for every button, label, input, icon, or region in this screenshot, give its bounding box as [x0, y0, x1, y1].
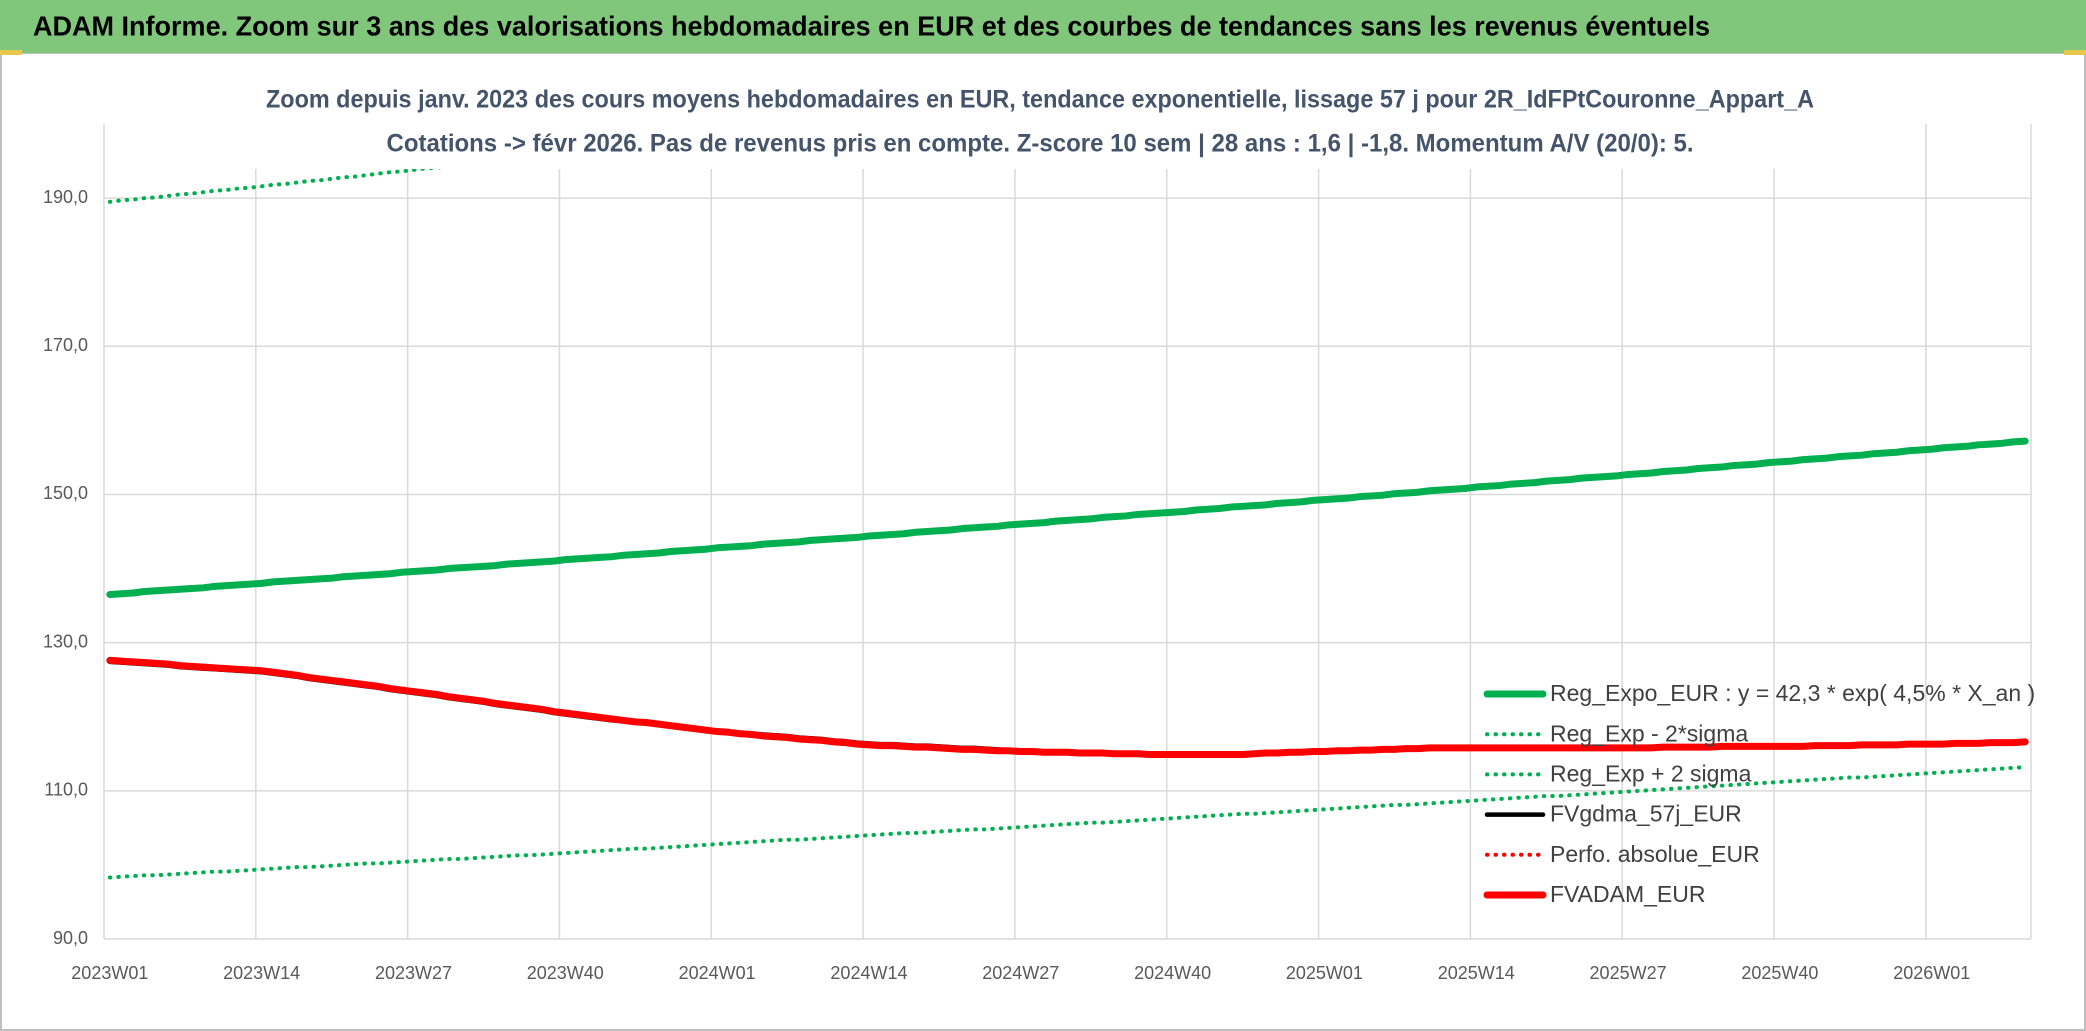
x-tick-label: 2024W14 — [830, 963, 907, 983]
y-tick-label: 130,0 — [43, 631, 88, 651]
y-tick-label: 150,0 — [43, 483, 88, 503]
series-line — [106, 437, 2029, 598]
legend-label: FVADAM_EUR — [1550, 881, 1706, 907]
x-tick-label: 2023W14 — [223, 963, 300, 983]
x-tick-label: 2023W40 — [527, 963, 604, 983]
legend-label: Reg_Exp - 2*sigma — [1550, 720, 1748, 746]
corner-mark — [0, 50, 22, 55]
legend-label: Reg_Expo_EUR : y = 42,3 * exp( 4,5% * X_… — [1550, 680, 2035, 706]
corner-mark — [2064, 50, 2086, 55]
y-tick-label: 90,0 — [53, 928, 88, 948]
series-line — [106, 656, 2029, 759]
x-tick-label: 2025W01 — [1286, 963, 1363, 983]
chart-subtitle: Cotations -> févr 2026. Pas de revenus p… — [387, 130, 1694, 158]
header-band — [0, 0, 2086, 53]
y-tick-label: 110,0 — [44, 780, 88, 800]
x-tick-label: 2025W27 — [1590, 963, 1667, 983]
x-tick-label: 2025W40 — [1741, 963, 1818, 983]
x-tick-label: 2024W01 — [679, 963, 756, 983]
x-tick-label: 2025W14 — [1438, 963, 1515, 983]
legend-label: Perfo. absolue_EUR — [1550, 841, 1760, 867]
x-tick-label: 2026W01 — [1893, 963, 1970, 983]
x-tick-label: 2024W40 — [1134, 963, 1211, 983]
legend-label: Reg_Exp + 2 sigma — [1550, 760, 1752, 786]
header-title: ADAM Informe. Zoom sur 3 ans des valoris… — [33, 10, 1710, 41]
title-box — [253, 77, 1822, 169]
x-tick-label: 2023W01 — [71, 963, 148, 983]
x-tick-label: 2024W27 — [982, 963, 1059, 983]
chart-title: Zoom depuis janv. 2023 des cours moyens … — [266, 86, 1814, 114]
legend: Reg_Expo_EUR : y = 42,3 * exp( 4,5% * X_… — [1483, 680, 2035, 907]
legend-label: FVgdma_57j_EUR — [1550, 801, 1742, 827]
x-tick-label: 2023W27 — [375, 963, 452, 983]
plot-lines — [106, 124, 2029, 880]
y-tick-label: 170,0 — [43, 335, 88, 355]
y-tick-label: 190,0 — [43, 187, 88, 207]
series-line — [107, 765, 2028, 880]
grid: 90,0 110,0 130,0 150,0 170,0 190,0 2023W01 2023… — [43, 124, 2032, 983]
